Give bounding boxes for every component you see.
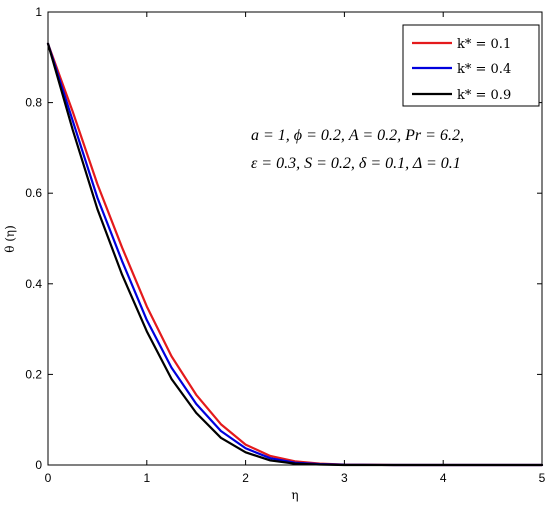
- parameter-annotation-line-2: ε = 0.3, S = 0.2, δ = 0.1, Δ = 0.1: [251, 155, 461, 172]
- x-tick-label: 4: [440, 471, 447, 485]
- legend-label-k01: k* = 0.1: [457, 37, 511, 52]
- plot-frame: [47, 11, 543, 466]
- y-tick-label: 0.2: [25, 367, 42, 381]
- legend-box: [402, 24, 540, 107]
- legend: k* = 0.1 k* = 0.4 k* = 0.9: [402, 24, 540, 107]
- legend-label-k09: k* = 0.9: [457, 88, 511, 103]
- y-tick-label: 1: [35, 5, 42, 19]
- x-tick-label: 1: [143, 471, 150, 485]
- y-tick-label: 0.8: [25, 96, 42, 110]
- legend-label-k04: k* = 0.4: [457, 62, 511, 77]
- y-tick-label: 0.4: [25, 277, 42, 291]
- y-tick-label: 0.6: [25, 186, 42, 200]
- x-tick-label: 5: [539, 471, 546, 485]
- x-tick-label: 2: [242, 471, 249, 485]
- x-tick-label: 0: [45, 471, 52, 485]
- axis-ticks: 0 1 2 3 4 5 0 0.2 0.4 0.6 0.8 1: [25, 5, 545, 485]
- y-axis-label: θ (η): [3, 225, 17, 253]
- legend-swatches: [412, 41, 452, 96]
- x-tick-label: 3: [341, 471, 348, 485]
- parameter-annotation-line-1: a = 1, ϕ = 0.2, A = 0.2, Pr = 6.2,: [251, 127, 464, 144]
- y-tick-label: 0: [35, 458, 42, 472]
- x-axis-label: η: [291, 488, 298, 502]
